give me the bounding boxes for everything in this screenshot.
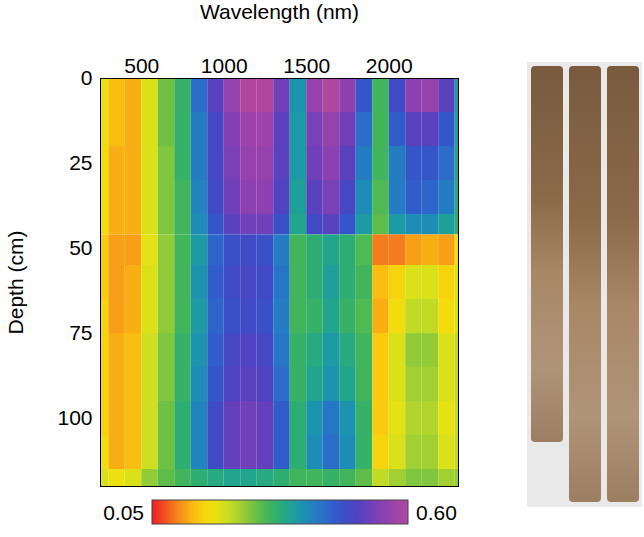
svg-text:75: 75 xyxy=(69,321,92,344)
svg-text:100: 100 xyxy=(57,406,92,429)
svg-text:0: 0 xyxy=(81,66,93,89)
svg-text:Wavelength (nm): Wavelength (nm) xyxy=(200,0,359,23)
svg-text:1000: 1000 xyxy=(201,54,248,77)
svg-text:0.60: 0.60 xyxy=(416,501,457,524)
svg-text:2000: 2000 xyxy=(366,54,413,77)
svg-text:Depth (cm): Depth (cm) xyxy=(4,231,27,335)
svg-text:1500: 1500 xyxy=(283,54,330,77)
svg-text:25: 25 xyxy=(69,151,92,174)
svg-text:0.05: 0.05 xyxy=(103,501,144,524)
svg-text:50: 50 xyxy=(69,236,92,259)
svg-text:500: 500 xyxy=(124,54,159,77)
